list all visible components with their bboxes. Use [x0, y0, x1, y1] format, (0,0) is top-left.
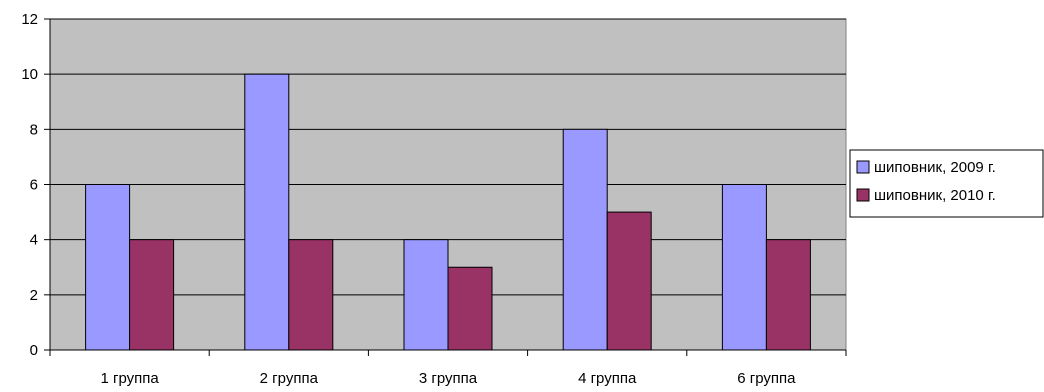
y-tick-label: 12 — [21, 11, 38, 28]
y-tick-label: 8 — [30, 121, 38, 138]
y-tick-label: 2 — [30, 287, 38, 304]
legend-swatch-1 — [856, 160, 870, 174]
bar-1-5[interactable] — [721, 184, 767, 351]
bar-1-2[interactable] — [244, 73, 290, 351]
x-tick-label: 4 группа — [578, 370, 637, 387]
x-axis-labels: 1 группа 2 группа 3 группа 4 группа 6 группа — [100, 370, 796, 387]
y-tick-label: 0 — [30, 342, 38, 359]
bar-1-4[interactable] — [562, 128, 608, 351]
x-axis — [49, 19, 847, 356]
x-tick-label: 1 группа — [100, 370, 159, 387]
y-tick-label: 6 — [30, 177, 38, 194]
gridlines — [50, 18, 846, 296]
x-tick-label: 2 группа — [260, 370, 319, 387]
legend-label-2: шиповник, 2010 г. — [874, 187, 996, 204]
legend-swatch-2 — [856, 188, 870, 202]
y-axis-ticks: 0 2 4 6 8 10 12 — [21, 11, 50, 359]
bar-2-5[interactable] — [765, 239, 811, 351]
bar-2-2[interactable] — [288, 239, 334, 351]
bar-1-3[interactable] — [403, 239, 449, 351]
bar-1-1[interactable] — [85, 184, 131, 351]
legend-label-1: шиповник, 2009 г. — [874, 159, 996, 176]
y-tick-label: 4 — [30, 232, 38, 249]
bars — [85, 73, 811, 351]
legend-box — [849, 149, 1044, 218]
y-tick-label: 10 — [21, 66, 38, 83]
bar-2-4[interactable] — [606, 211, 652, 351]
x-tick-label: 3 группа — [419, 370, 478, 387]
bar-2-3[interactable] — [447, 266, 493, 351]
legend[interactable]: шиповник, 2009 г. шиповник, 2010 г. — [849, 149, 1044, 218]
x-tick-label: 6 группа — [737, 370, 796, 387]
bar-2-1[interactable] — [129, 239, 175, 351]
